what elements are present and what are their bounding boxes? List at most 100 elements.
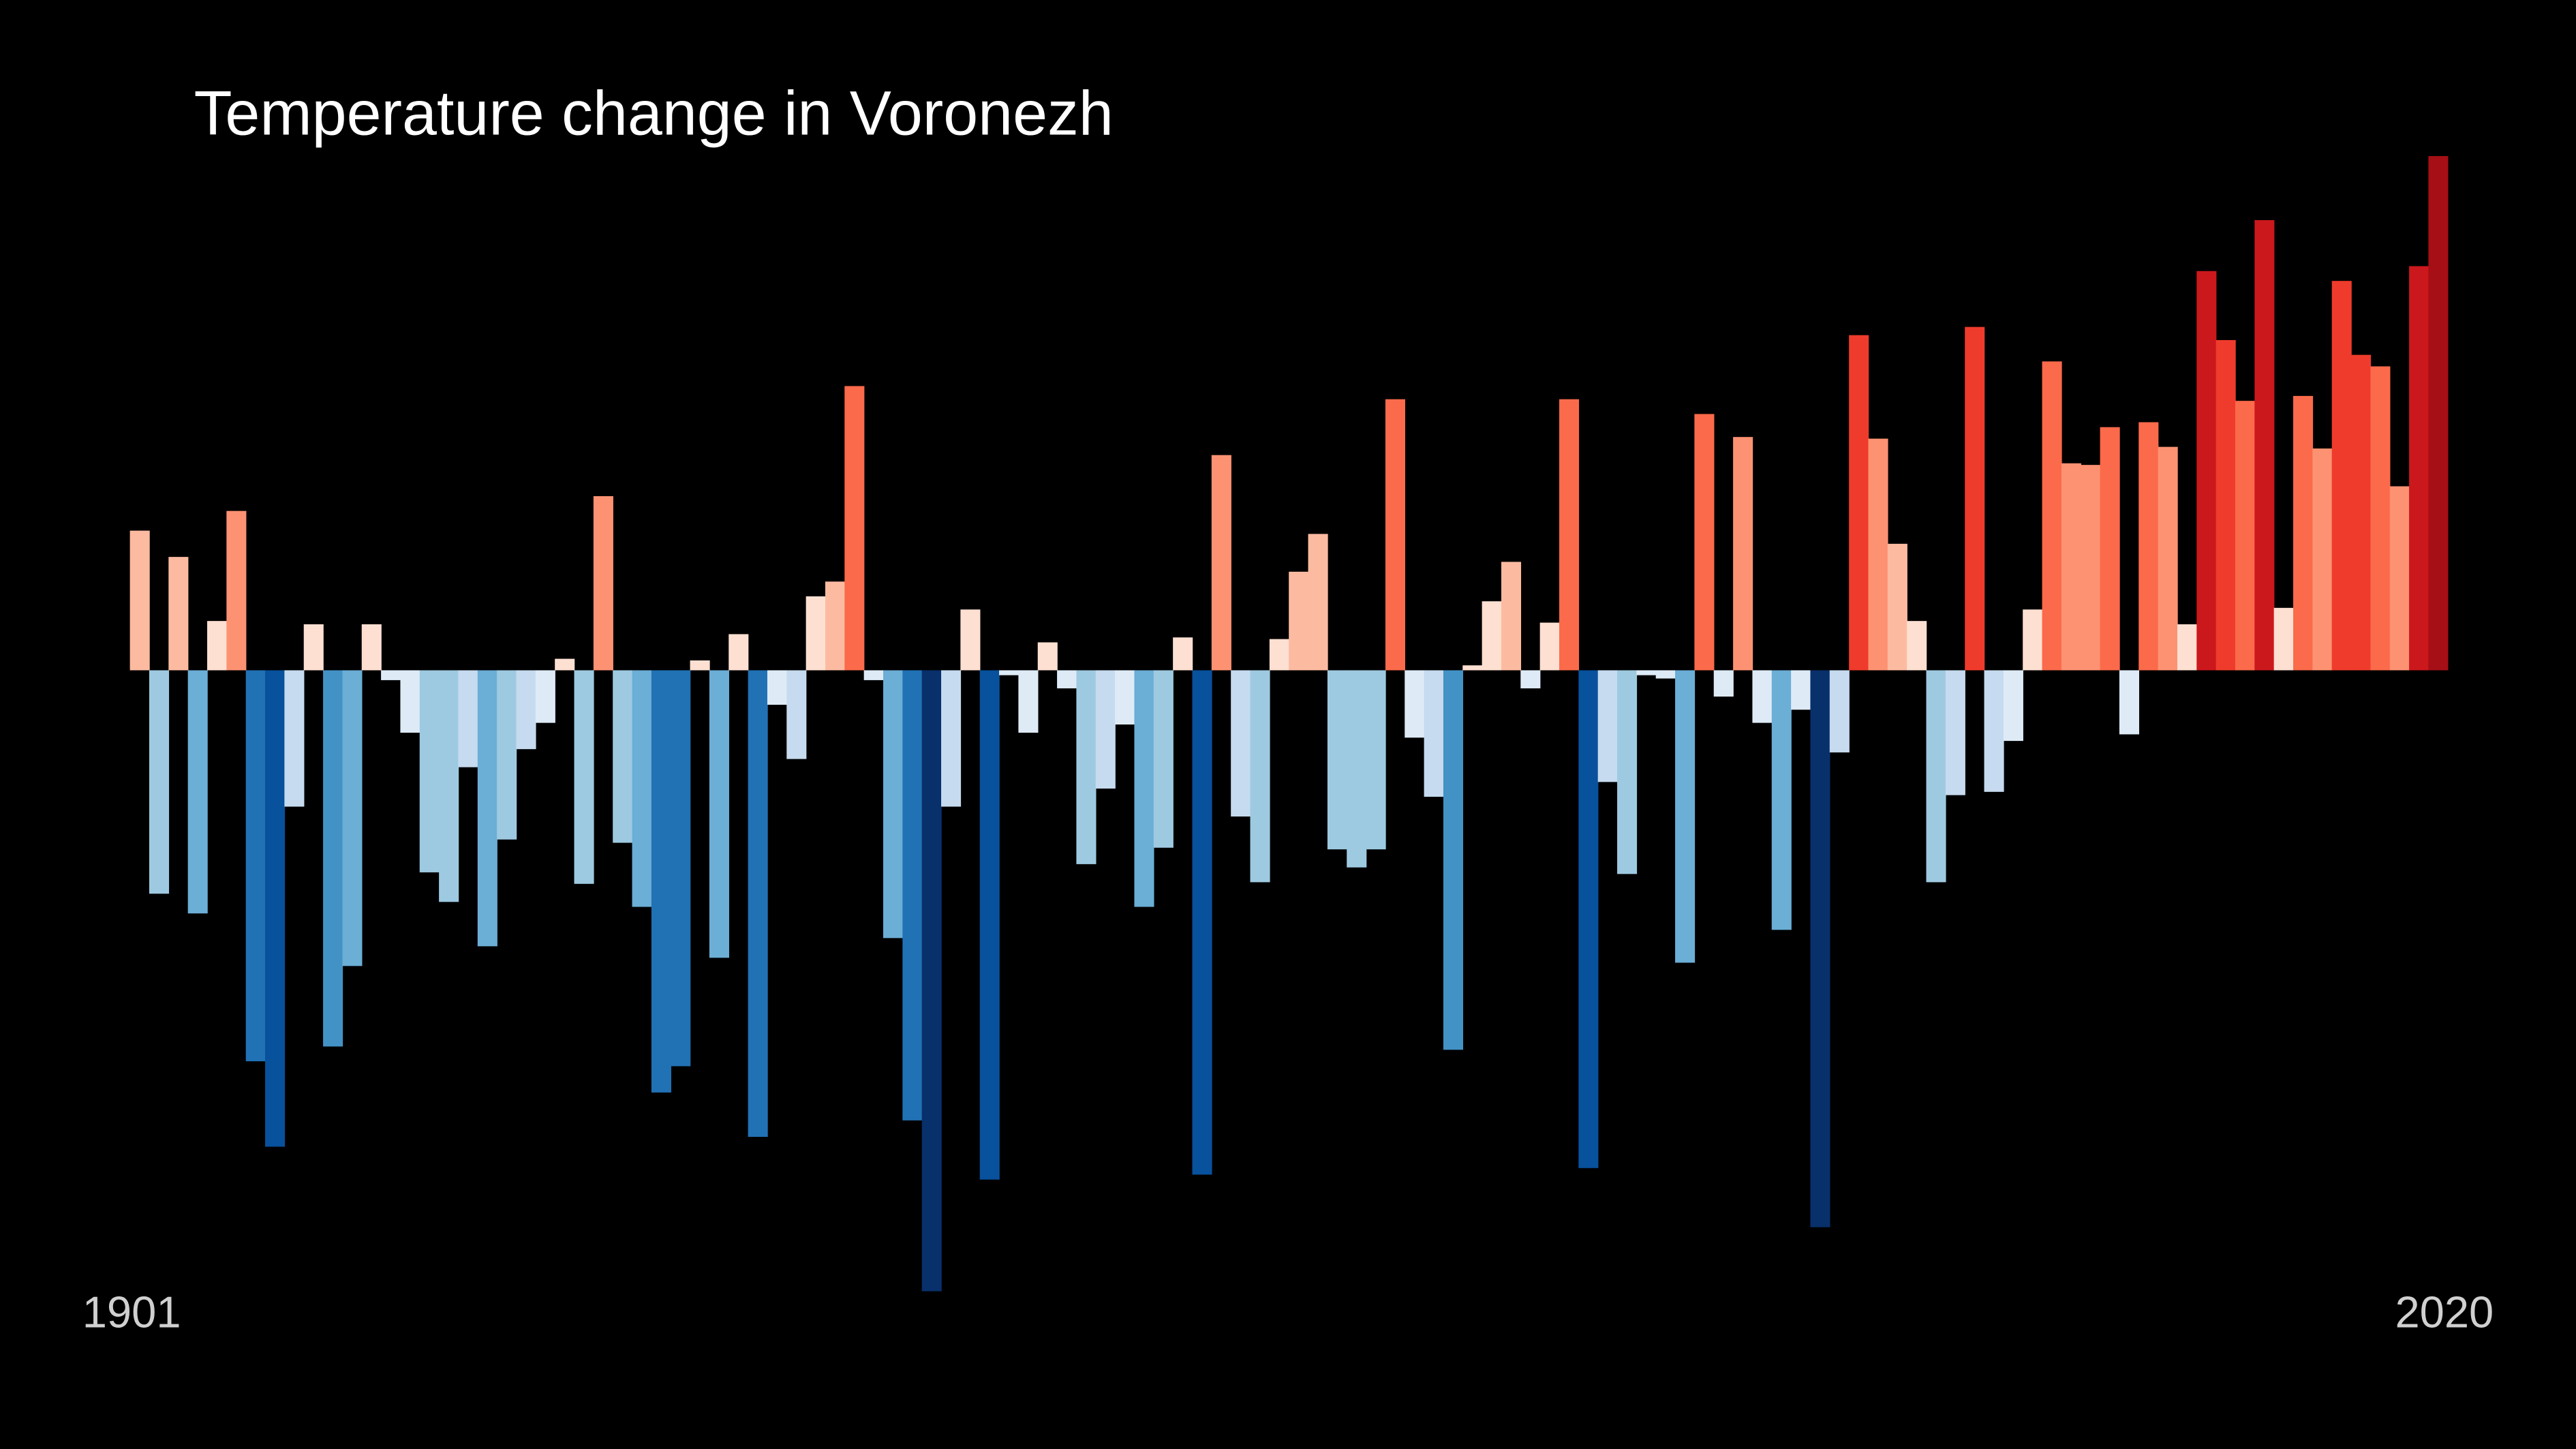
bar: [786, 670, 807, 759]
bar: [2428, 155, 2449, 671]
bar: [613, 670, 633, 843]
bar: [2061, 463, 2081, 671]
bar: [535, 670, 555, 723]
bar: [1849, 335, 1869, 671]
bar: [863, 670, 884, 680]
bar: [1559, 399, 1580, 671]
bar: [1578, 670, 1599, 1168]
bar: [1211, 455, 1231, 671]
bar: [1694, 414, 1715, 671]
bar: [690, 660, 710, 671]
bar: [767, 670, 788, 705]
bar: [651, 670, 671, 1093]
bar: [1520, 670, 1541, 688]
bar: [2351, 354, 2372, 671]
x-tick-label: 2020: [2395, 1287, 2494, 1337]
bar: [323, 670, 343, 1047]
bar: [1076, 670, 1097, 864]
bar: [1907, 621, 1927, 671]
bar: [960, 609, 981, 671]
bar: [2312, 448, 2333, 671]
bar: [671, 670, 691, 1067]
bar: [477, 670, 497, 947]
bar: [2389, 486, 2410, 671]
bar: [168, 557, 189, 671]
bar: [1501, 562, 1522, 671]
bar: [2003, 670, 2023, 742]
bar: [1269, 639, 1289, 671]
bar: [284, 670, 305, 807]
bar: [1655, 670, 1676, 679]
bar: [729, 634, 749, 671]
bar: [265, 670, 286, 1147]
bar: [381, 670, 401, 680]
bar: [806, 596, 826, 671]
bar: [1443, 670, 1464, 1050]
bar: [1037, 642, 1058, 671]
bar: [497, 670, 517, 840]
bar: [921, 670, 942, 1292]
bar: [2293, 395, 2314, 671]
bar: [1308, 534, 1328, 671]
bar: [458, 670, 478, 767]
bar: [1405, 670, 1425, 738]
bar: [419, 670, 440, 872]
bar: [902, 670, 923, 1120]
bar: [1945, 670, 1965, 795]
bar: [1887, 543, 1907, 671]
bar: [748, 670, 768, 1138]
bar: [632, 670, 652, 907]
bar: [1173, 637, 1193, 671]
bar: [1231, 670, 1251, 817]
bar: [2370, 366, 2391, 671]
bar: [245, 670, 266, 1062]
bar: [999, 670, 1019, 675]
bar: [1289, 571, 1309, 671]
bar: [342, 670, 363, 966]
bar: [1192, 670, 1212, 1175]
bar: [1965, 326, 1985, 671]
bar: [2177, 624, 2198, 671]
bar: [555, 658, 575, 671]
bar: [709, 670, 729, 958]
bar: [1327, 670, 1347, 850]
bar: [979, 670, 1000, 1180]
bar: [1462, 665, 1483, 671]
bar: [574, 670, 594, 884]
bar: [303, 624, 324, 671]
bar: [1733, 437, 1753, 671]
bar: [1482, 601, 1502, 671]
bar: [516, 670, 536, 750]
bar: [1018, 670, 1039, 733]
bar: [1539, 622, 1560, 671]
bar: [1868, 438, 1888, 671]
bar: [1057, 670, 1077, 688]
bar: [2409, 266, 2429, 671]
bar: [2254, 219, 2275, 671]
bar: [1250, 670, 1270, 883]
bar: [1095, 670, 1116, 789]
bar: [1752, 670, 1773, 723]
bar: [941, 670, 962, 807]
bar: [2119, 670, 2140, 735]
bar: [1366, 670, 1386, 850]
chart-title: Temperature change in Voronezh: [194, 79, 1114, 149]
bar: [1134, 670, 1154, 907]
bar: [2273, 607, 2294, 671]
bar: [2331, 281, 2352, 671]
bar: [883, 670, 904, 939]
x-tick-label: 1901: [82, 1287, 181, 1337]
bar: [2158, 446, 2178, 671]
bar: [2196, 271, 2217, 671]
bar: [825, 581, 846, 671]
bar: [1153, 670, 1174, 848]
bar: [2023, 609, 2043, 671]
bar: [207, 621, 228, 671]
bar: [2235, 401, 2256, 671]
bar: [593, 495, 613, 671]
bar: [187, 670, 208, 914]
bar: [844, 386, 865, 671]
bar: [2138, 422, 2159, 671]
